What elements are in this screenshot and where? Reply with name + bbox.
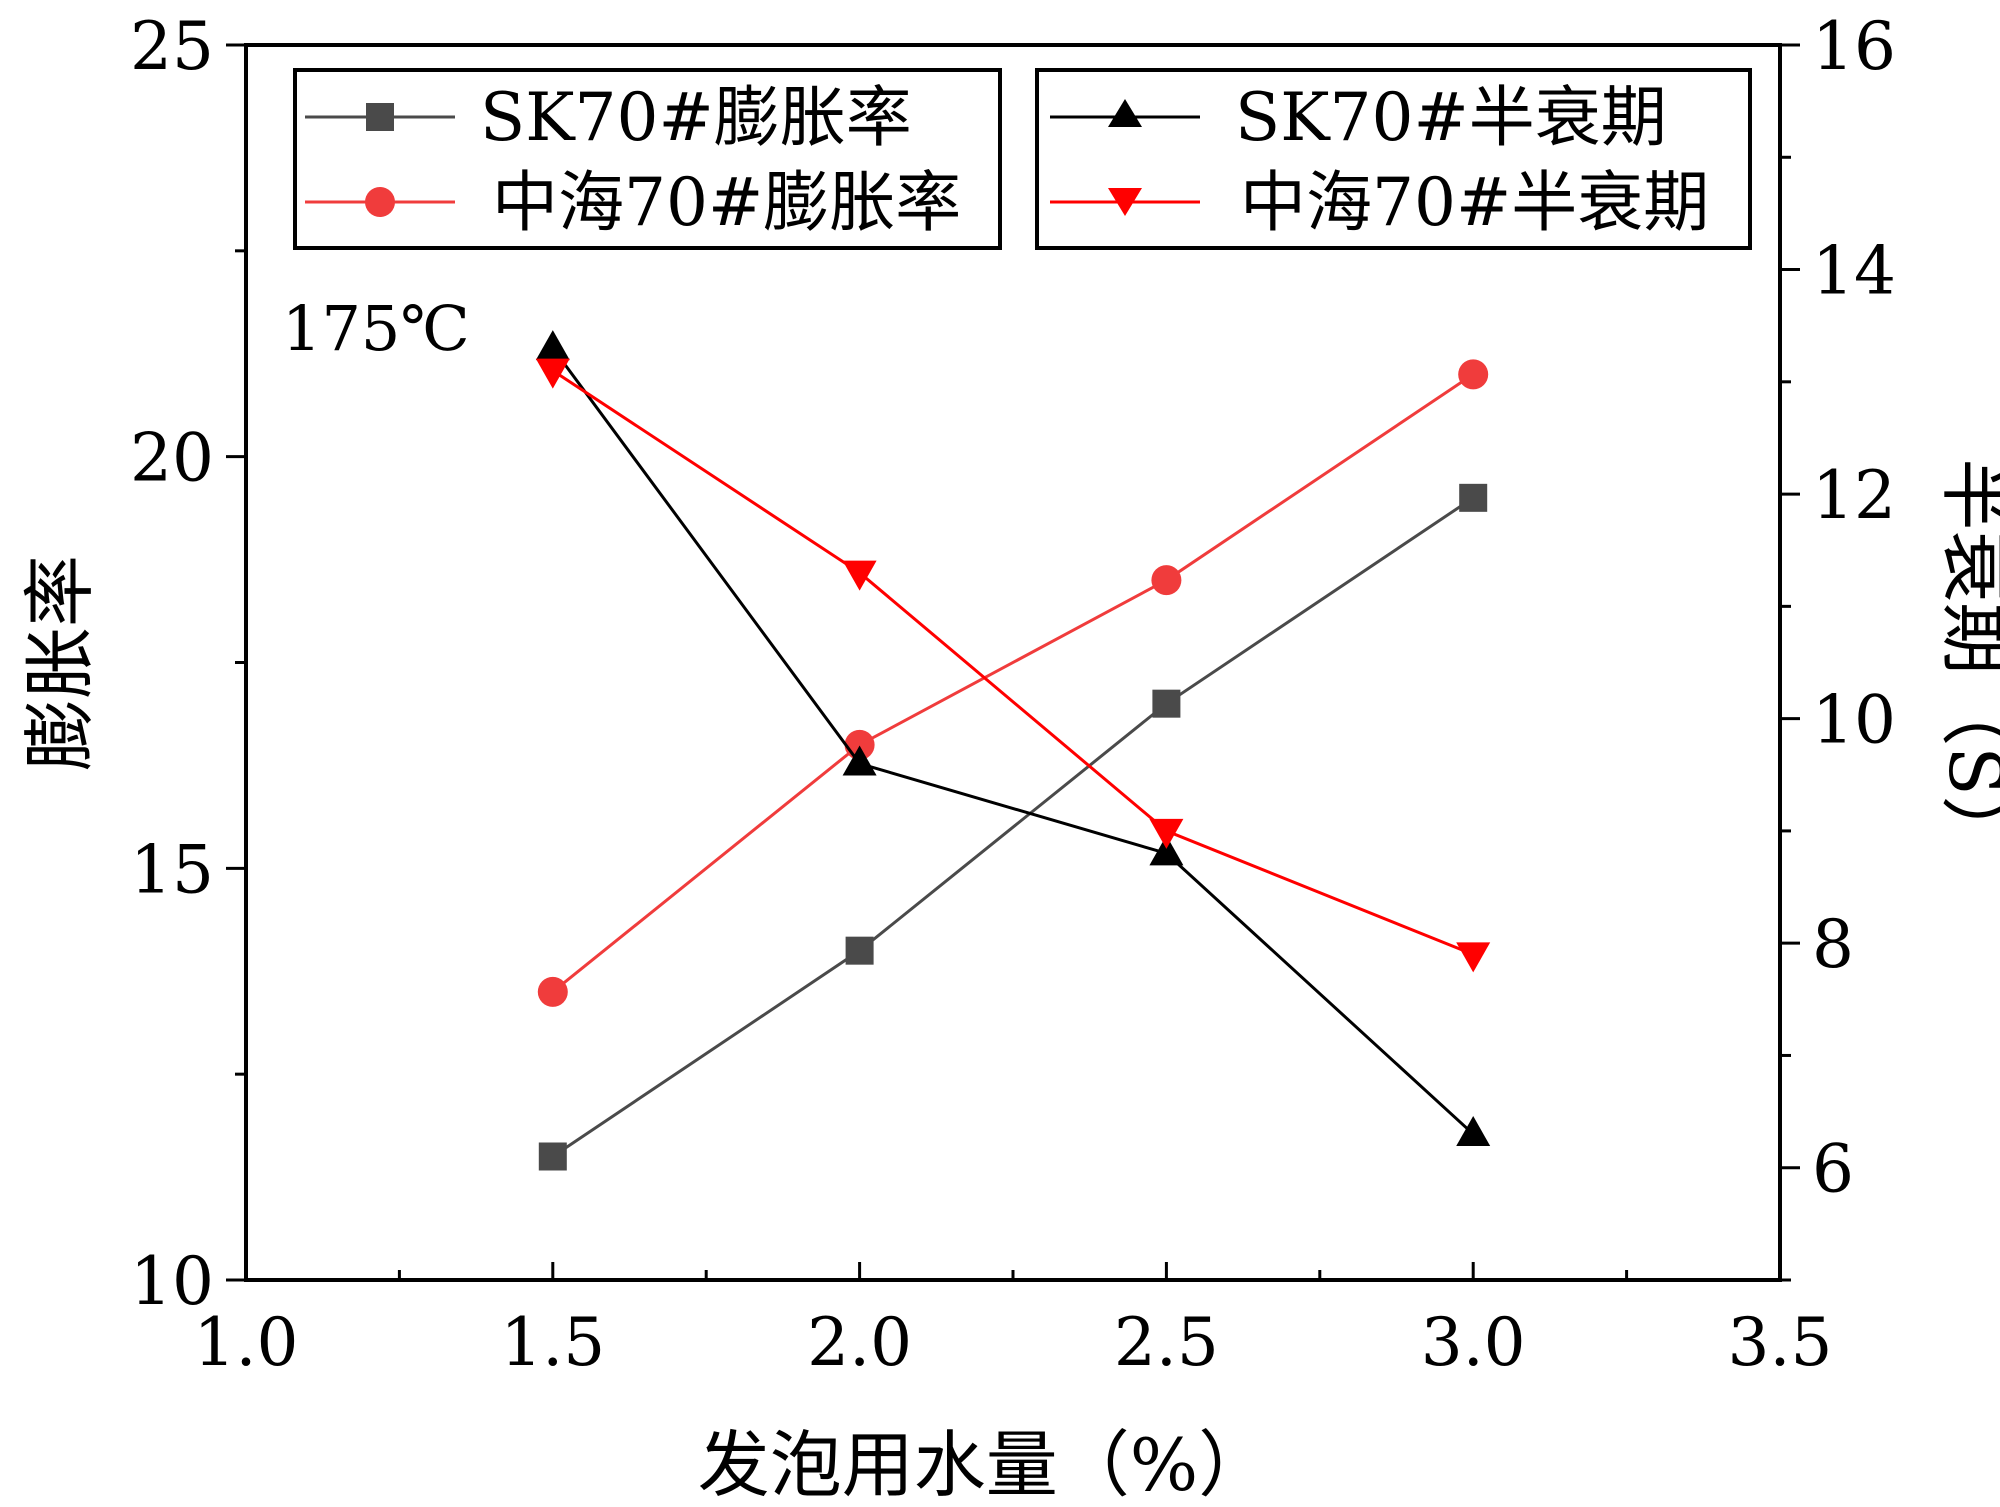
temperature-annotation: 175℃ xyxy=(282,292,470,365)
right-y-tick-label: 10 xyxy=(1812,682,1896,759)
data-point xyxy=(1152,689,1181,718)
legend-item: 中海70#膨胀率 xyxy=(305,164,961,241)
right-y-axis: 6 8 10 12 14 16 xyxy=(1780,8,1896,1282)
left-y-tick-label: 20 xyxy=(130,420,214,497)
data-point xyxy=(535,358,570,389)
left-y-tick-label: 10 xyxy=(130,1243,214,1320)
data-point xyxy=(537,976,568,1007)
right-y-tick-label: 12 xyxy=(1812,457,1896,534)
series-line xyxy=(551,347,1475,1136)
data-point xyxy=(842,560,877,591)
right-y-axis-title: 半衰期（S） xyxy=(1933,458,2000,867)
x-axis-title: 发泡用水量（%） xyxy=(698,1423,1270,1507)
data-point xyxy=(1149,835,1184,866)
x-tick-label: 1.0 xyxy=(194,1304,299,1381)
series-line xyxy=(551,496,1475,1158)
series-line xyxy=(551,369,1474,956)
data-point xyxy=(1456,942,1491,973)
legend-label: SK70#半衰期 xyxy=(1235,79,1667,156)
legend-item: SK70#膨胀率 xyxy=(305,79,912,156)
data-point xyxy=(1458,359,1489,390)
x-tick-label: 3.5 xyxy=(1728,1304,1833,1381)
data-point xyxy=(538,1142,567,1171)
series xyxy=(535,358,1491,973)
left-y-axis-title: 膨胀率 xyxy=(18,555,102,771)
legend-label: 中海70#膨胀率 xyxy=(492,164,961,241)
x-tick-label: 1.5 xyxy=(500,1304,605,1381)
right-y-tick-label: 6 xyxy=(1812,1131,1854,1208)
data-point xyxy=(842,745,877,776)
x-tick-label: 3.0 xyxy=(1421,1304,1526,1381)
series xyxy=(538,483,1488,1171)
data-point xyxy=(845,936,874,965)
data-point xyxy=(1151,565,1182,596)
legend-item: SK70#半衰期 xyxy=(1050,79,1667,156)
series xyxy=(535,330,1491,1147)
legend-half-life: SK70#半衰期 中海70#半衰期 xyxy=(1035,68,1752,250)
series-layer xyxy=(535,330,1491,1171)
series-line xyxy=(551,373,1475,994)
right-y-tick-label: 8 xyxy=(1812,906,1854,983)
legend-label: SK70#膨胀率 xyxy=(480,79,912,156)
data-point xyxy=(535,330,570,361)
legend-item: 中海70#半衰期 xyxy=(1050,164,1709,241)
data-point xyxy=(1149,818,1184,849)
right-y-tick-label: 16 xyxy=(1812,8,1896,85)
x-axis: 1.0 1.5 2.0 2.5 3.0 3.5 xyxy=(194,1262,1833,1381)
series xyxy=(537,359,1489,1007)
data-point xyxy=(1459,483,1488,512)
x-tick-label: 2.5 xyxy=(1114,1304,1219,1381)
x-tick-label: 2.0 xyxy=(807,1304,912,1381)
left-y-axis: 10 15 20 25 xyxy=(130,8,246,1320)
data-point xyxy=(1456,1116,1491,1147)
left-y-tick-label: 25 xyxy=(130,8,214,85)
legend-label: 中海70#半衰期 xyxy=(1240,164,1709,241)
legend-expansion: SK70#膨胀率 中海70#膨胀率 xyxy=(293,68,1002,250)
left-y-tick-label: 15 xyxy=(130,831,214,908)
right-y-tick-label: 14 xyxy=(1812,233,1896,310)
